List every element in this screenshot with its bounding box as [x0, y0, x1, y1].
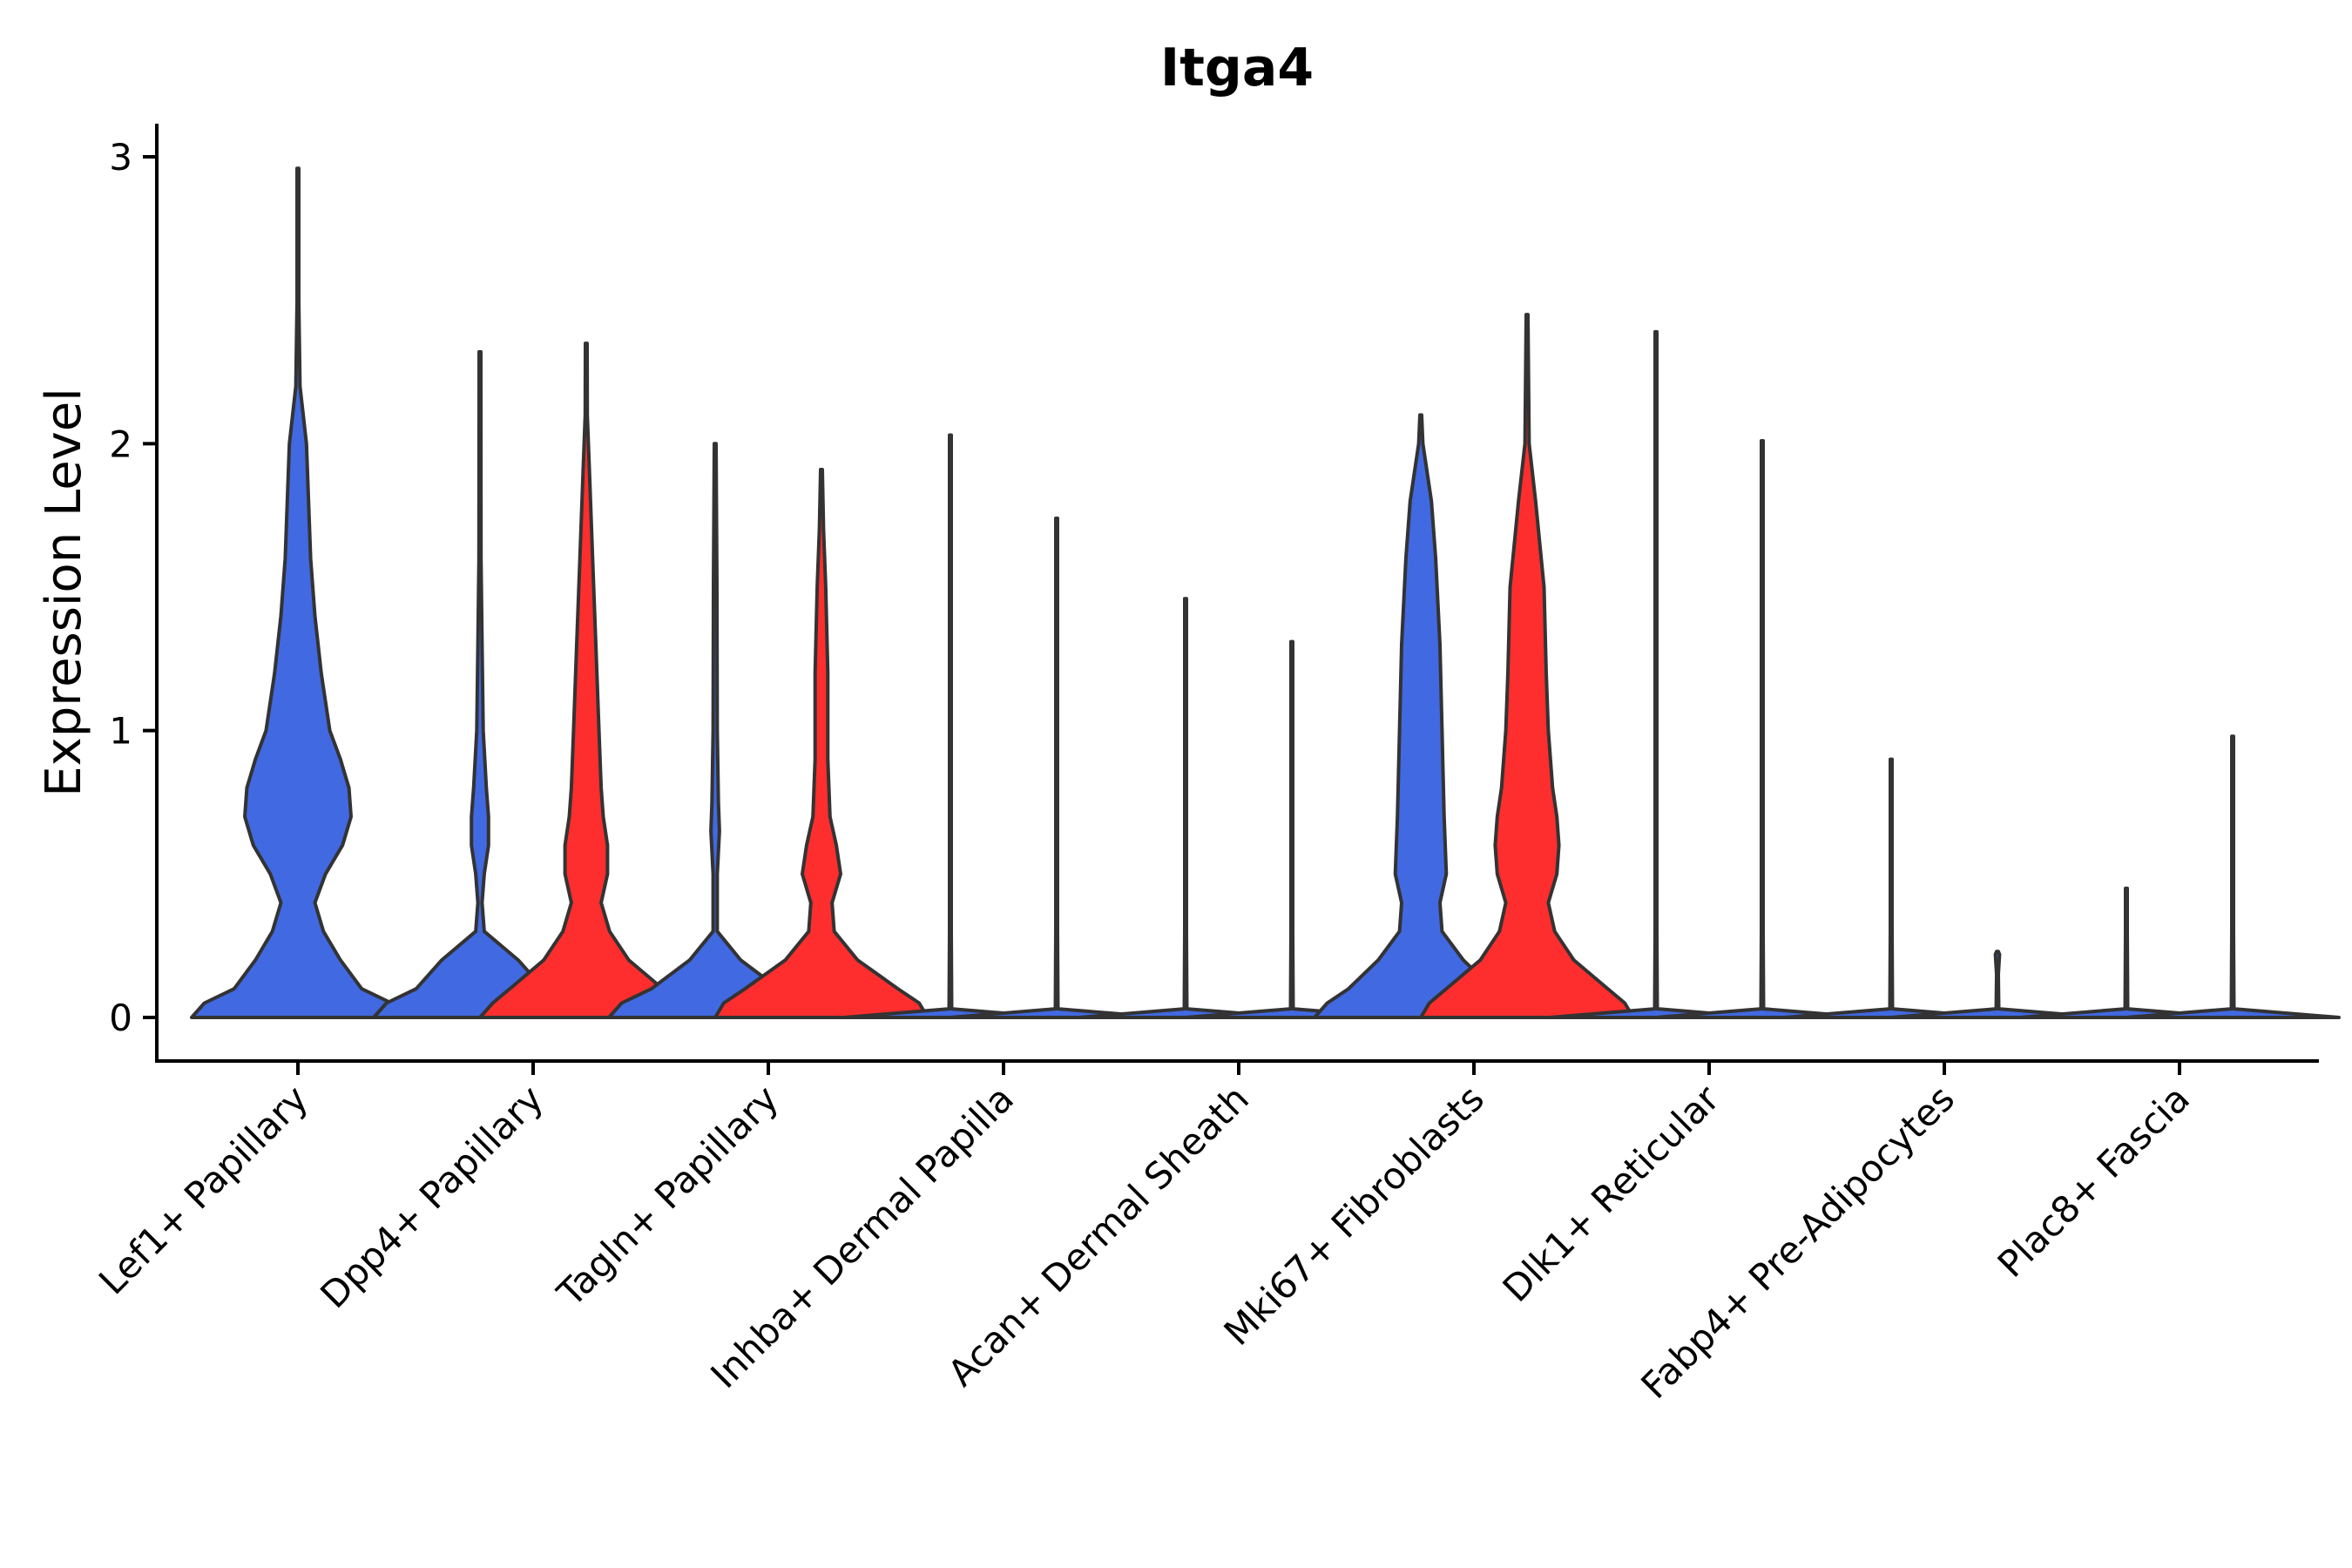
violin-acan-dermal-sheath-right: [1184, 639, 1400, 1019]
y-tick-label: 1: [109, 710, 132, 753]
violin-dpp4-papillary-right: [478, 341, 694, 1019]
y-tick-label: 2: [109, 422, 132, 465]
violin-plac8-fascia-left: [2018, 886, 2234, 1019]
violin-dlk1-reticular-right: [1654, 439, 1870, 1019]
x-tick-label: Dpp4+ Papillary: [312, 1077, 551, 1316]
violin-mki67-fibroblasts-left: [1313, 413, 1529, 1019]
violin-fabp4-pre-adipocytes-right: [1889, 950, 2105, 1019]
violin-acan-dermal-sheath-left: [1078, 597, 1294, 1019]
violin-dpp4-papillary-left: [372, 349, 588, 1019]
violin-mki67-fibroblasts-right: [1419, 313, 1635, 1019]
y-axis-ticks: 0 1 2 3: [109, 136, 157, 1039]
violin-tagln-papillary-right: [713, 468, 929, 1019]
x-tick-label: Tagln+ Papillary: [549, 1077, 787, 1315]
violin-lef1-papillary-right: [190, 166, 406, 1019]
x-tick-label: Lef1+ Papillary: [91, 1077, 316, 1302]
violin-dlk1-reticular-left: [1548, 329, 1764, 1019]
violin-fabp4-pre-adipocytes-left: [1783, 757, 1999, 1019]
y-tick-label: 3: [109, 136, 132, 179]
violin-group: [190, 166, 2341, 1019]
x-tick-label: Plac8+ Fascia: [1990, 1077, 2198, 1285]
violin-tagln-papillary-left: [607, 442, 823, 1019]
violin-inhba-dermal-papilla-right: [949, 517, 1165, 1019]
x-tick-label: Dlk1+ Reticular: [1495, 1077, 1728, 1310]
x-tick-label: Mki67+ Fibroblasts: [1216, 1077, 1492, 1353]
chart-title: Itga4: [1160, 37, 1314, 98]
violin-inhba-dermal-papilla-left: [842, 433, 1058, 1019]
y-axis-label: Expression Level: [36, 388, 92, 797]
y-tick-label: 0: [109, 997, 132, 1039]
violin-plac8-fascia-right: [2125, 734, 2341, 1019]
